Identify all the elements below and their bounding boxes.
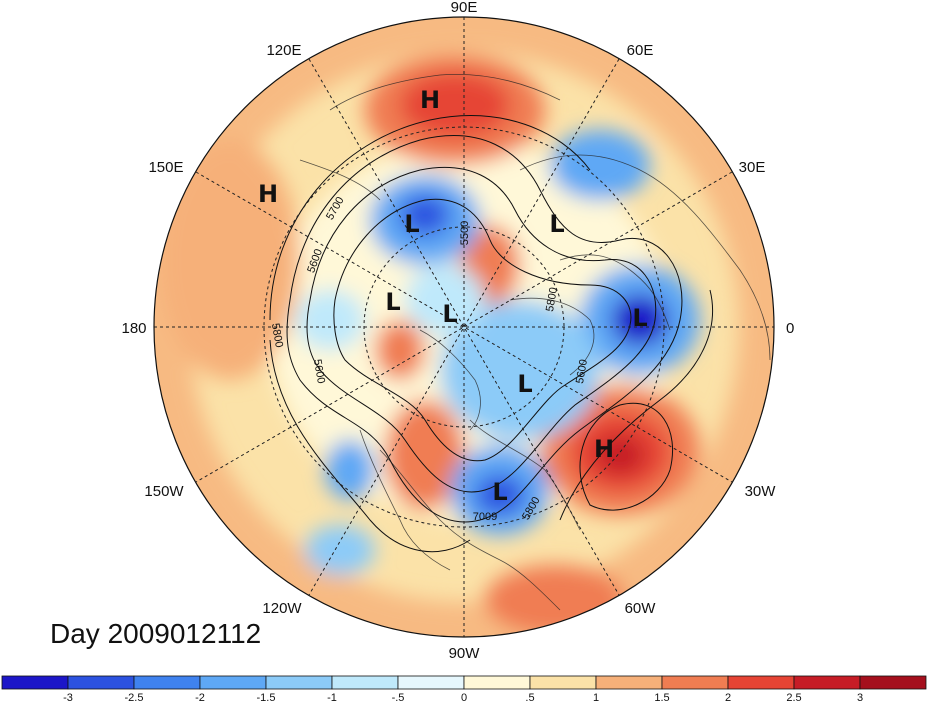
colorbar-swatch bbox=[331, 675, 399, 690]
map-boundary bbox=[153, 16, 775, 638]
colorbar-swatch bbox=[397, 675, 465, 690]
colorbar-tick-label: 1.5 bbox=[654, 692, 669, 702]
longitude-label: 90W bbox=[449, 645, 481, 662]
colorbar-tick-label: -3 bbox=[63, 692, 73, 702]
contour-label: 5800 bbox=[544, 286, 560, 312]
low-pressure-label: L bbox=[492, 478, 507, 506]
colorbar-tick-label: .5 bbox=[525, 692, 534, 702]
colorbar: -3 -2.5 -2 -1.5 -1 -.5 0 .5 1 1.5 2 2.5 3 bbox=[1, 675, 927, 702]
high-pressure-label: H bbox=[594, 435, 614, 463]
longitude-label: 60W bbox=[625, 600, 657, 617]
colorbar-tick-label: 1 bbox=[593, 692, 599, 702]
low-pressure-label: L bbox=[632, 304, 647, 332]
coastlines bbox=[299, 74, 771, 611]
colorbar-swatch bbox=[463, 675, 531, 690]
contour-label: 5800 bbox=[269, 322, 285, 348]
longitude-labels: 90E 60E 30E 0 30W 60W 90W 120W 150W 180 150E 120E bbox=[121, 0, 794, 662]
colorbar-tick-label: -2.5 bbox=[125, 692, 144, 702]
colorbar-tick-label: -1 bbox=[327, 692, 337, 702]
longitude-label: 30E bbox=[739, 159, 766, 176]
longitude-label: 150W bbox=[144, 483, 184, 500]
longitude-label: 0 bbox=[786, 320, 794, 337]
low-pressure-label: L bbox=[442, 300, 457, 328]
high-pressure-label: H bbox=[258, 180, 278, 208]
graticule bbox=[154, 17, 774, 637]
longitude-label: 30W bbox=[745, 483, 777, 500]
longitude-label: 60E bbox=[627, 42, 654, 59]
contour-label: 5600 bbox=[311, 358, 327, 384]
colorbar-swatch bbox=[199, 675, 267, 690]
colorbar-tick-label: 0 bbox=[461, 692, 467, 702]
colorbar-swatch bbox=[133, 675, 201, 690]
colorbar-swatch bbox=[661, 675, 729, 690]
longitude-label: 150E bbox=[148, 159, 183, 176]
colorbar-swatch bbox=[859, 675, 927, 690]
colorbar-swatch bbox=[595, 675, 663, 690]
colorbar-swatch bbox=[793, 675, 861, 690]
colorbar-tick-label: -2 bbox=[195, 692, 205, 702]
low-pressure-label: L bbox=[517, 370, 532, 398]
colorbar-tick-label: -1.5 bbox=[257, 692, 276, 702]
low-pressure-label: L bbox=[404, 210, 419, 238]
colorbar-tick-label: 2.5 bbox=[786, 692, 801, 702]
colorbar-swatch bbox=[67, 675, 135, 690]
colorbar-swatch bbox=[529, 675, 597, 690]
longitude-label: 120W bbox=[262, 600, 302, 617]
low-pressure-label: L bbox=[385, 288, 400, 316]
colorbar-tick-label: 3 bbox=[857, 692, 863, 702]
colorbar-tick-label: 2 bbox=[725, 692, 731, 702]
contour-label: 7009 bbox=[473, 511, 497, 523]
high-pressure-label: H bbox=[420, 86, 440, 114]
longitude-label: 90E bbox=[451, 0, 478, 16]
colorbar-swatch bbox=[265, 675, 333, 690]
longitude-label: 120E bbox=[266, 42, 301, 59]
colorbar-swatch bbox=[1, 675, 69, 690]
height-contours bbox=[269, 115, 714, 553]
pressure-system-labels: H H H L L L L L L L bbox=[258, 86, 648, 506]
colorbar-swatch bbox=[727, 675, 795, 690]
low-pressure-label: L bbox=[549, 210, 564, 238]
date-label: Day 2009012112 bbox=[50, 618, 262, 649]
colorbar-tick-label: -.5 bbox=[392, 692, 405, 702]
contour-label: 5500 bbox=[459, 221, 471, 245]
contour-label: 5600 bbox=[574, 358, 590, 384]
longitude-label: 180 bbox=[121, 320, 146, 337]
